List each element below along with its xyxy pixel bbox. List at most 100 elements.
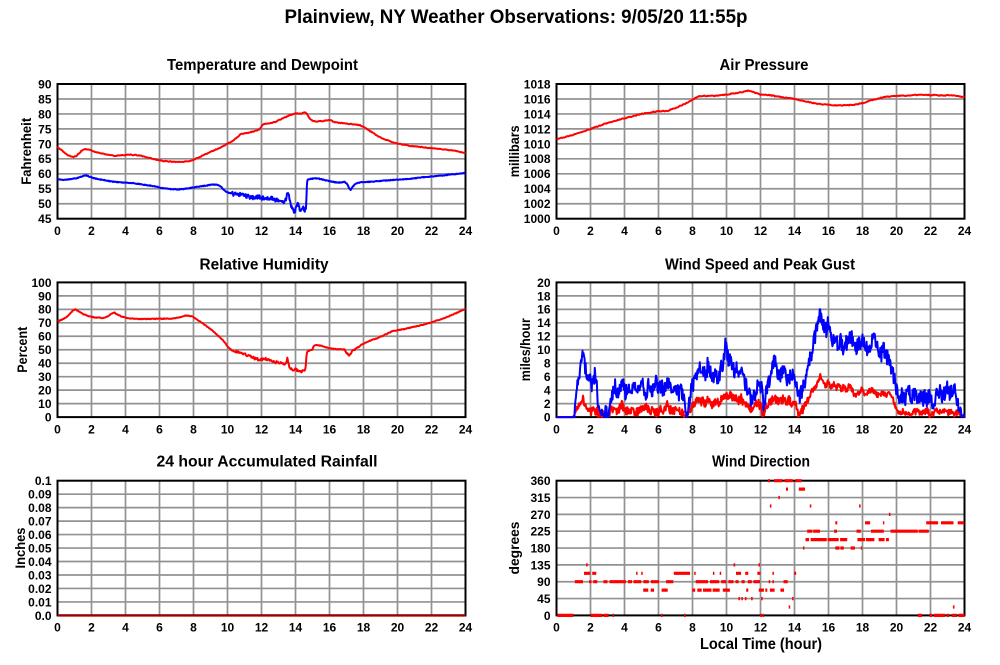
- svg-text:2: 2: [587, 224, 594, 238]
- svg-text:8: 8: [689, 224, 696, 238]
- svg-text:16: 16: [822, 224, 836, 238]
- svg-text:Relative Humidity: Relative Humidity: [200, 257, 329, 274]
- svg-text:60: 60: [38, 167, 52, 181]
- svg-text:45: 45: [537, 592, 551, 606]
- svg-text:20: 20: [537, 276, 551, 290]
- svg-text:10: 10: [720, 621, 734, 635]
- svg-text:1000: 1000: [524, 212, 551, 226]
- svg-text:24: 24: [459, 621, 473, 635]
- svg-text:16: 16: [822, 422, 836, 436]
- svg-text:0: 0: [54, 224, 61, 238]
- svg-text:65: 65: [38, 152, 52, 166]
- svg-text:2: 2: [587, 422, 594, 436]
- svg-text:20: 20: [890, 422, 904, 436]
- svg-text:2: 2: [88, 224, 95, 238]
- svg-text:24: 24: [459, 224, 473, 238]
- svg-text:22: 22: [924, 422, 938, 436]
- svg-text:0: 0: [544, 411, 551, 425]
- svg-text:22: 22: [425, 621, 439, 635]
- svg-text:12: 12: [255, 621, 269, 635]
- svg-text:1012: 1012: [524, 122, 551, 136]
- svg-text:2: 2: [544, 397, 551, 411]
- svg-text:0.02: 0.02: [28, 582, 52, 596]
- svg-text:miles/hour: miles/hour: [517, 318, 533, 381]
- svg-text:0.05: 0.05: [28, 541, 52, 555]
- svg-text:20: 20: [890, 224, 904, 238]
- svg-text:0.0: 0.0: [35, 609, 52, 623]
- svg-text:Wind Speed and Peak Gust: Wind Speed and Peak Gust: [665, 257, 856, 274]
- svg-text:24: 24: [459, 422, 473, 436]
- svg-text:270: 270: [530, 508, 550, 522]
- svg-text:14: 14: [788, 422, 802, 436]
- svg-text:4: 4: [621, 224, 628, 238]
- svg-text:6: 6: [655, 224, 662, 238]
- svg-text:1002: 1002: [524, 197, 551, 211]
- svg-text:14: 14: [537, 316, 551, 330]
- svg-text:315: 315: [530, 491, 550, 505]
- svg-text:10: 10: [38, 397, 52, 411]
- svg-text:20: 20: [38, 384, 52, 398]
- svg-text:22: 22: [924, 224, 938, 238]
- svg-text:0: 0: [54, 621, 61, 635]
- svg-text:0.04: 0.04: [28, 555, 52, 569]
- svg-text:20: 20: [391, 422, 405, 436]
- svg-text:14: 14: [788, 621, 802, 635]
- svg-text:20: 20: [391, 224, 405, 238]
- svg-text:16: 16: [323, 621, 337, 635]
- svg-text:1006: 1006: [524, 167, 551, 181]
- svg-text:0.07: 0.07: [28, 515, 52, 529]
- svg-text:4: 4: [122, 422, 129, 436]
- svg-text:Inches: Inches: [12, 527, 28, 568]
- svg-text:4: 4: [544, 384, 551, 398]
- svg-text:24: 24: [958, 621, 972, 635]
- svg-text:18: 18: [856, 621, 870, 635]
- svg-text:1010: 1010: [524, 137, 551, 151]
- svg-text:10: 10: [537, 343, 551, 357]
- svg-text:180: 180: [530, 541, 550, 555]
- svg-text:1016: 1016: [524, 92, 551, 106]
- svg-text:4: 4: [122, 621, 129, 635]
- svg-text:18: 18: [856, 224, 870, 238]
- svg-text:18: 18: [357, 621, 371, 635]
- svg-text:18: 18: [357, 422, 371, 436]
- svg-text:8: 8: [190, 224, 197, 238]
- svg-text:8: 8: [544, 357, 551, 371]
- svg-text:50: 50: [38, 343, 52, 357]
- svg-text:22: 22: [425, 224, 439, 238]
- svg-text:12: 12: [754, 224, 768, 238]
- svg-text:18: 18: [357, 224, 371, 238]
- svg-text:8: 8: [190, 422, 197, 436]
- svg-text:6: 6: [156, 422, 163, 436]
- svg-text:6: 6: [655, 422, 662, 436]
- svg-text:8: 8: [190, 621, 197, 635]
- svg-text:10: 10: [720, 422, 734, 436]
- svg-text:0: 0: [553, 621, 560, 635]
- svg-text:14: 14: [289, 422, 303, 436]
- svg-text:135: 135: [530, 558, 550, 572]
- svg-text:0: 0: [553, 224, 560, 238]
- svg-text:16: 16: [323, 224, 337, 238]
- svg-text:2: 2: [88, 422, 95, 436]
- svg-text:degrees: degrees: [506, 521, 522, 574]
- svg-text:Air Pressure: Air Pressure: [720, 57, 809, 74]
- svg-text:1008: 1008: [524, 152, 551, 166]
- svg-text:6: 6: [156, 621, 163, 635]
- svg-text:millibars: millibars: [506, 125, 522, 177]
- svg-text:12: 12: [255, 224, 269, 238]
- svg-text:85: 85: [38, 92, 52, 106]
- svg-text:90: 90: [38, 289, 52, 303]
- svg-text:55: 55: [38, 182, 52, 196]
- svg-text:4: 4: [621, 422, 628, 436]
- svg-text:Wind Direction: Wind Direction: [712, 454, 810, 471]
- svg-text:90: 90: [537, 575, 551, 589]
- svg-text:0.1: 0.1: [35, 474, 52, 488]
- svg-text:14: 14: [289, 224, 303, 238]
- svg-text:40: 40: [38, 357, 52, 371]
- svg-text:16: 16: [323, 422, 337, 436]
- svg-text:75: 75: [38, 122, 52, 136]
- svg-text:12: 12: [255, 422, 269, 436]
- svg-text:18: 18: [537, 289, 551, 303]
- svg-text:1018: 1018: [524, 77, 551, 91]
- svg-text:0.03: 0.03: [28, 568, 52, 582]
- svg-text:16: 16: [822, 621, 836, 635]
